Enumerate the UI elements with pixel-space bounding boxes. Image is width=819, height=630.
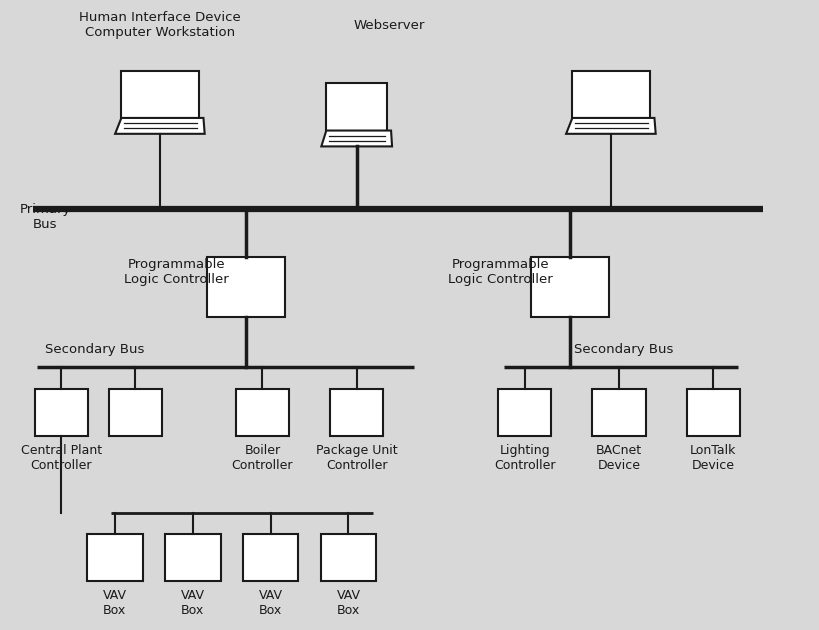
Bar bbox=[206, 257, 285, 316]
Text: VAV
Box: VAV Box bbox=[180, 589, 205, 617]
Bar bbox=[320, 534, 376, 581]
Text: Lighting
Controller: Lighting Controller bbox=[493, 444, 555, 472]
Bar bbox=[531, 257, 608, 316]
Bar bbox=[686, 389, 740, 436]
Text: VAV
Box: VAV Box bbox=[336, 589, 360, 617]
Polygon shape bbox=[321, 130, 391, 146]
Bar bbox=[572, 71, 649, 128]
Text: Programmable
Logic Controller: Programmable Logic Controller bbox=[447, 258, 552, 286]
Text: LonTalk
Device: LonTalk Device bbox=[690, 444, 735, 472]
Text: Webserver: Webserver bbox=[353, 19, 425, 32]
Text: Central Plant
Controller: Central Plant Controller bbox=[21, 444, 102, 472]
Bar bbox=[242, 534, 298, 581]
Bar bbox=[329, 389, 383, 436]
Bar bbox=[87, 534, 143, 581]
Polygon shape bbox=[565, 118, 655, 134]
Bar bbox=[34, 389, 88, 436]
Text: Primary
Bus: Primary Bus bbox=[20, 203, 70, 231]
Bar bbox=[121, 71, 199, 128]
Bar bbox=[165, 534, 220, 581]
Text: BACnet
Device: BACnet Device bbox=[595, 444, 641, 472]
Text: Programmable
Logic Controller: Programmable Logic Controller bbox=[124, 258, 229, 286]
Text: VAV
Box: VAV Box bbox=[102, 589, 127, 617]
Bar bbox=[591, 389, 645, 436]
Polygon shape bbox=[115, 118, 205, 134]
Text: Secondary Bus: Secondary Bus bbox=[44, 343, 144, 356]
Bar bbox=[236, 389, 288, 436]
Text: Human Interface Device
Computer Workstation: Human Interface Device Computer Workstat… bbox=[79, 11, 241, 39]
Text: Boiler
Controller: Boiler Controller bbox=[232, 444, 293, 472]
Bar bbox=[326, 84, 387, 140]
Bar bbox=[498, 389, 551, 436]
Text: Secondary Bus: Secondary Bus bbox=[572, 343, 672, 356]
Text: Package Unit
Controller: Package Unit Controller bbox=[315, 444, 397, 472]
Text: VAV
Box: VAV Box bbox=[258, 589, 283, 617]
Bar bbox=[108, 389, 162, 436]
